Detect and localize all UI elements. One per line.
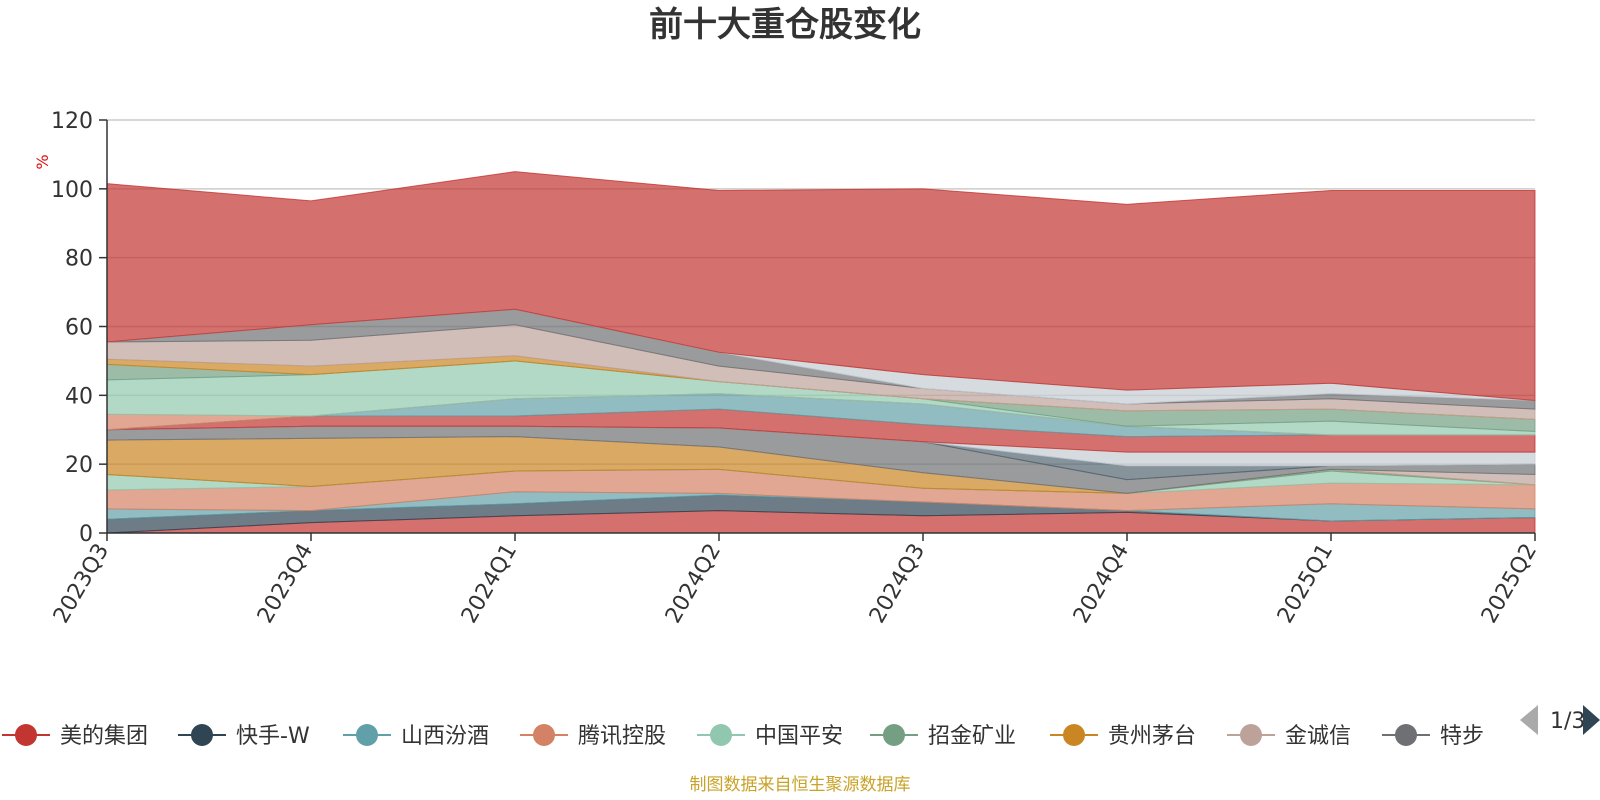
data-source-footer: 制图数据来自恒生聚源数据库	[690, 775, 911, 795]
legend-marker-icon	[1240, 724, 1262, 746]
x-tick-label: 2025Q1	[1273, 540, 1338, 628]
legend-item[interactable]: 贵州茅台	[1050, 724, 1196, 749]
legend-label: 招金矿业	[928, 724, 1016, 749]
legend-marker-icon	[883, 724, 905, 746]
legend-label: 快手-W	[236, 724, 310, 749]
legend-item[interactable]: 快手-W	[178, 724, 310, 749]
y-tick-label: 120	[51, 109, 93, 134]
area-series	[106, 171, 1536, 402]
legend-label: 金诚信	[1285, 724, 1351, 749]
x-tick-label: 2024Q4	[1069, 540, 1134, 628]
legend-marker-icon	[1395, 724, 1417, 746]
y-tick-label: 0	[79, 522, 93, 547]
legend-label: 中国平安	[755, 724, 843, 749]
legend-marker-icon	[191, 724, 213, 746]
legend-label: 山西汾酒	[401, 724, 489, 749]
x-tick-label: 2025Q2	[1477, 540, 1542, 628]
legend-label: 特步	[1440, 724, 1484, 749]
y-axis-unit-label: %	[33, 154, 52, 169]
legend-label: 美的集团	[60, 724, 148, 749]
y-tick-label: 20	[65, 453, 93, 478]
legend-pagination: 1/3	[1520, 705, 1600, 735]
legend-prev-page-icon[interactable]	[1520, 705, 1538, 735]
y-tick-label: 40	[65, 384, 93, 409]
legend-item[interactable]: 中国平安	[697, 724, 843, 749]
x-tick-label: 2024Q1	[457, 540, 522, 628]
legend-marker-icon	[1063, 724, 1085, 746]
legend-marker-icon	[356, 724, 378, 746]
stacked-areas	[106, 171, 1536, 534]
legend-marker-icon	[533, 724, 555, 746]
y-tick-label: 60	[65, 316, 93, 341]
y-tick-label: 80	[65, 247, 93, 272]
legend-item[interactable]: 金诚信	[1227, 724, 1351, 749]
legend-item[interactable]: 招金矿业	[870, 724, 1016, 749]
legend-item[interactable]: 美的集团	[2, 724, 148, 749]
x-tick-label: 2024Q3	[865, 540, 930, 628]
legend-marker-icon	[15, 724, 37, 746]
legend-item[interactable]: 特步	[1382, 724, 1484, 749]
chart-title: 前十大重仓股变化	[649, 5, 921, 45]
x-tick-label: 2023Q4	[253, 540, 318, 628]
legend-label: 腾讯控股	[578, 724, 666, 749]
legend-item[interactable]: 腾讯控股	[520, 724, 666, 749]
x-tick-label: 2024Q2	[661, 540, 726, 628]
legend-label: 贵州茅台	[1108, 724, 1196, 749]
x-tick-label: 2023Q3	[49, 540, 114, 628]
legend-marker-icon	[710, 724, 732, 746]
legend-item[interactable]: 山西汾酒	[343, 724, 489, 749]
y-tick-label: 100	[51, 178, 93, 203]
legend-page-indicator: 1/3	[1550, 709, 1585, 734]
legend-next-page-icon[interactable]	[1583, 705, 1600, 735]
legend[interactable]: 美的集团 快手-W 山西汾酒 腾讯控股 中国平安 招金矿业 贵州茅台 金诚信 特步	[2, 724, 1484, 749]
